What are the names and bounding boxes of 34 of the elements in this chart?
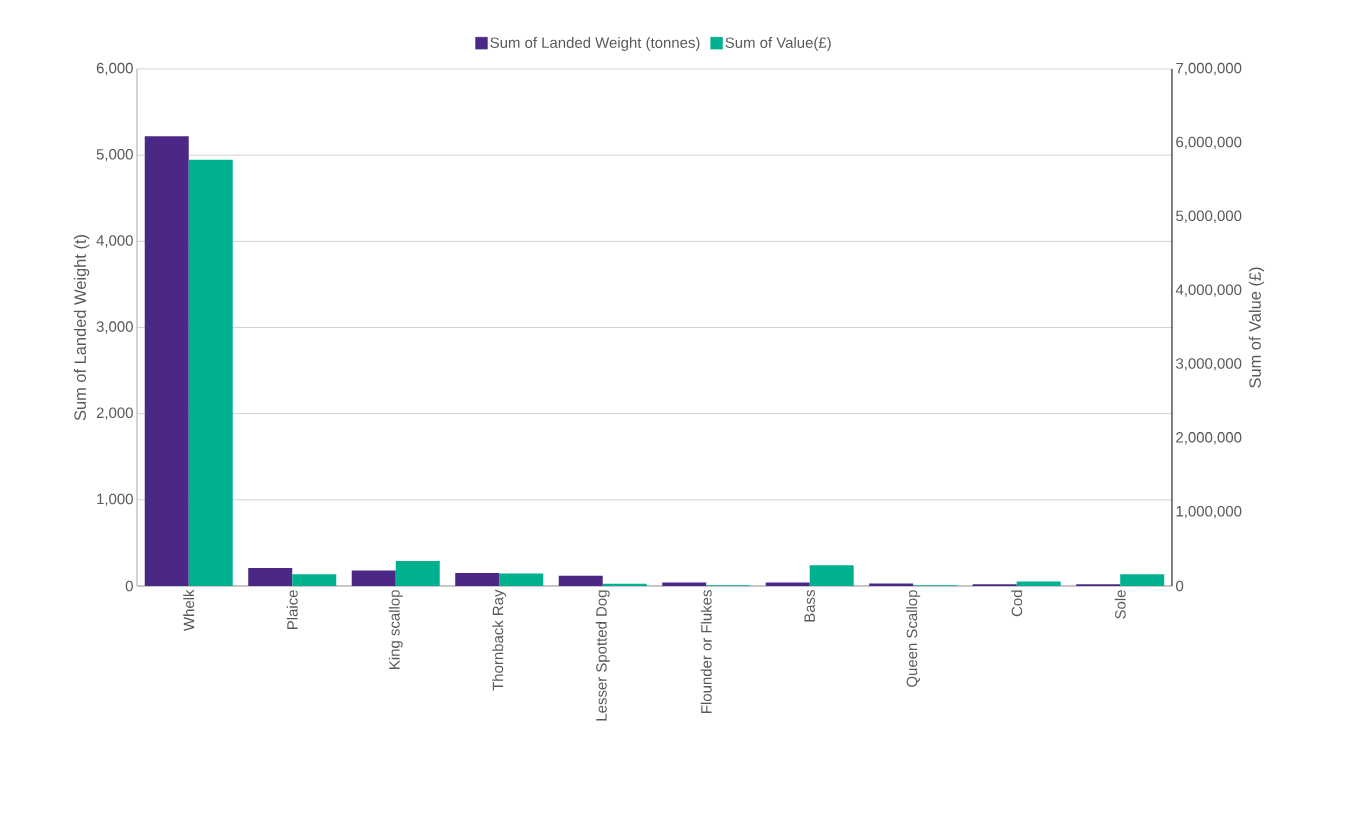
x-tick-label: Sole — [1114, 590, 1126, 619]
y-tick-label: 3,000 — [96, 321, 133, 334]
y2-tick-label: 1,000,000 — [1176, 505, 1242, 519]
bar — [809, 565, 854, 586]
x-tick-label: Plaice — [286, 590, 298, 629]
bar — [1120, 574, 1165, 586]
x-tick-label: Thornback Ray — [492, 589, 507, 691]
x-tick-label: Lesser Spotted Dog — [595, 590, 610, 721]
x-tick-label: Whelk — [183, 589, 195, 631]
y2-tick-label: 0 — [1176, 580, 1184, 592]
y2-tick-label: 7,000,000 — [1176, 62, 1242, 76]
y-tick-label: 1,000 — [97, 493, 133, 506]
x-tick-label: Queen Scallop — [906, 590, 921, 687]
y-tick-label: 6,000 — [96, 62, 133, 76]
x-tick-label: Bass — [804, 590, 815, 622]
x-tick-label: Flounder or Flukes — [700, 590, 712, 713]
bar — [869, 583, 914, 586]
y2-tick-label: 6,000,000 — [1176, 136, 1242, 150]
y-tick-label: 2,000 — [96, 407, 133, 420]
y2-axis-title: Sum of Value (£) — [1248, 267, 1265, 388]
bar — [558, 575, 603, 586]
legend-label: Sum of Value(£) — [725, 36, 831, 51]
y-tick-label: 4,000 — [96, 235, 133, 248]
y2-tick-label: 5,000,000 — [1176, 210, 1242, 223]
y-axis-title: Sum of Landed Weight (t) — [73, 235, 90, 421]
y2-tick-label: 4,000,000 — [1175, 284, 1242, 297]
legend-label: Sum of Landed Weight (tonnes) — [490, 36, 700, 51]
y2-tick-label: 2,000,000 — [1176, 432, 1242, 445]
y-tick-label: 5,000 — [96, 148, 133, 162]
x-tick-label: King scallop — [388, 590, 403, 669]
y2-tick-label: 3,000,000 — [1176, 358, 1242, 371]
x-tick-label: Cod — [1011, 590, 1023, 617]
bar — [1016, 581, 1061, 586]
y-tick-label: 0 — [125, 580, 133, 592]
